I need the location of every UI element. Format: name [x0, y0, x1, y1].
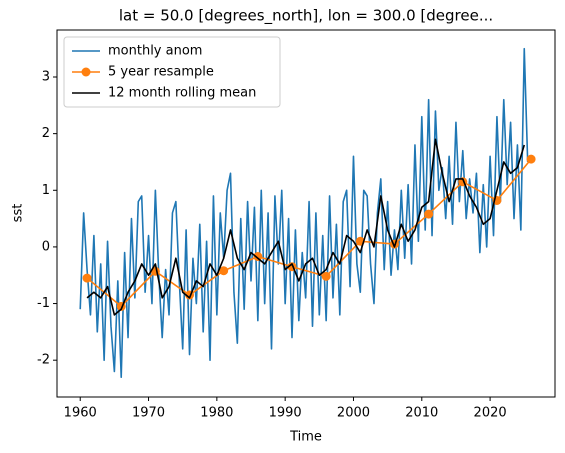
series-marker	[424, 209, 434, 219]
x-tick-label: 1970	[132, 406, 165, 421]
series-line	[86, 158, 532, 308]
axes-frame	[56, 29, 556, 398]
y-axis-label: sst	[11, 204, 26, 223]
y-tick-label: -1	[37, 296, 50, 311]
x-tick-label: 2010	[405, 406, 438, 421]
y-tick-label: 0	[42, 239, 50, 254]
y-tick-label: 3	[42, 70, 50, 85]
series-line	[86, 138, 526, 316]
x-axis-label: Time	[289, 430, 322, 445]
series-marker	[526, 154, 536, 164]
series-line	[79, 47, 529, 378]
legend-label: 5 year resample	[108, 65, 214, 80]
legend-box	[63, 36, 281, 108]
y-tick-label: 2	[42, 126, 50, 141]
legend-label: 12 month rolling mean	[108, 86, 256, 101]
series-marker	[219, 266, 229, 276]
series-marker	[321, 271, 331, 281]
x-tick-label: 1990	[269, 406, 302, 421]
series-marker	[253, 252, 263, 262]
x-tick-label: 1980	[200, 406, 233, 421]
x-tick-label: 2020	[474, 406, 507, 421]
legend-label: monthly anom	[108, 44, 202, 59]
x-tick-label: 2000	[337, 406, 370, 421]
x-tick-label: 1960	[64, 406, 97, 421]
y-tick-label: 1	[42, 183, 50, 198]
legend-marker	[81, 67, 91, 77]
y-tick-label: -2	[37, 353, 50, 368]
plot-area	[79, 47, 536, 378]
chart-title: lat = 50.0 [degrees_north], lon = 300.0 …	[119, 7, 493, 26]
series-marker	[82, 273, 92, 283]
